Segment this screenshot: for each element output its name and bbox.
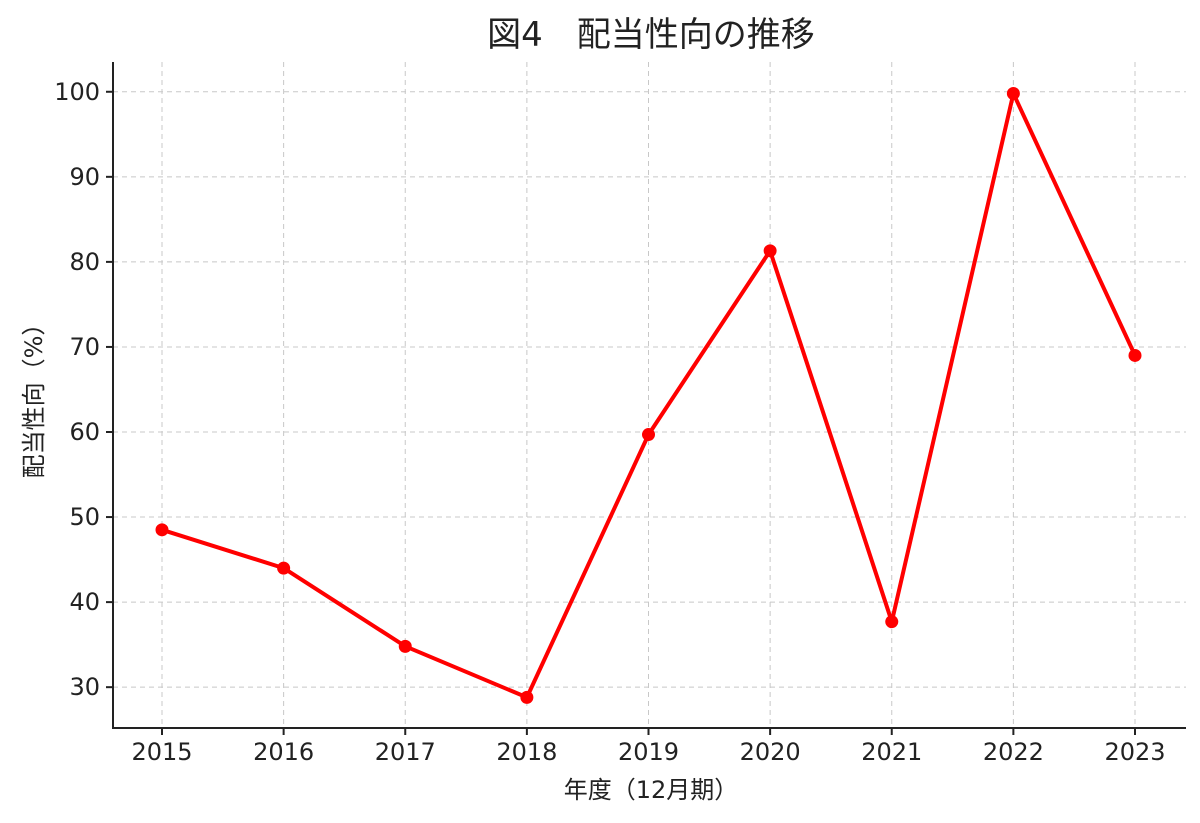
y-tick-label: 100 (54, 78, 100, 106)
data-point (1128, 348, 1142, 362)
grid (113, 62, 1186, 728)
data-point (763, 244, 777, 258)
data-point (277, 561, 291, 575)
data-point (642, 428, 655, 442)
x-tick-label: 2015 (131, 738, 192, 766)
y-tick-label: 80 (69, 248, 100, 276)
y-tick-label: 30 (69, 673, 100, 701)
series (155, 86, 1142, 704)
x-tick-label: 2020 (740, 738, 801, 766)
chart-title: 図4 配当性向の推移 (487, 15, 815, 55)
x-axis-label: 年度（12月期） (564, 776, 739, 804)
data-point (155, 523, 169, 537)
y-axis-label: 配当性向（%） (20, 312, 48, 479)
y-tick-label: 40 (69, 588, 100, 616)
x-tick-label: 2021 (861, 738, 922, 766)
x-ticks: 2015 2016 2017 2018 2019 2020 2021 2022 2023 (131, 728, 1166, 766)
x-tick-label: 2018 (496, 738, 557, 766)
x-tick-label: 2023 (1104, 738, 1165, 766)
y-tick-label: 60 (69, 418, 100, 446)
y-tick-label: 50 (69, 503, 100, 531)
data-point (885, 615, 899, 629)
data-point (398, 639, 412, 653)
x-tick-label: 2019 (618, 738, 679, 766)
y-tick-label: 90 (69, 163, 100, 191)
data-point (1006, 86, 1020, 100)
x-tick-label: 2022 (983, 738, 1044, 766)
data-point (520, 690, 534, 704)
x-tick-label: 2017 (375, 738, 436, 766)
y-ticks: 30 40 50 60 70 80 90 100 (54, 78, 113, 701)
x-tick-label: 2016 (253, 738, 314, 766)
y-tick-label: 70 (69, 333, 100, 361)
